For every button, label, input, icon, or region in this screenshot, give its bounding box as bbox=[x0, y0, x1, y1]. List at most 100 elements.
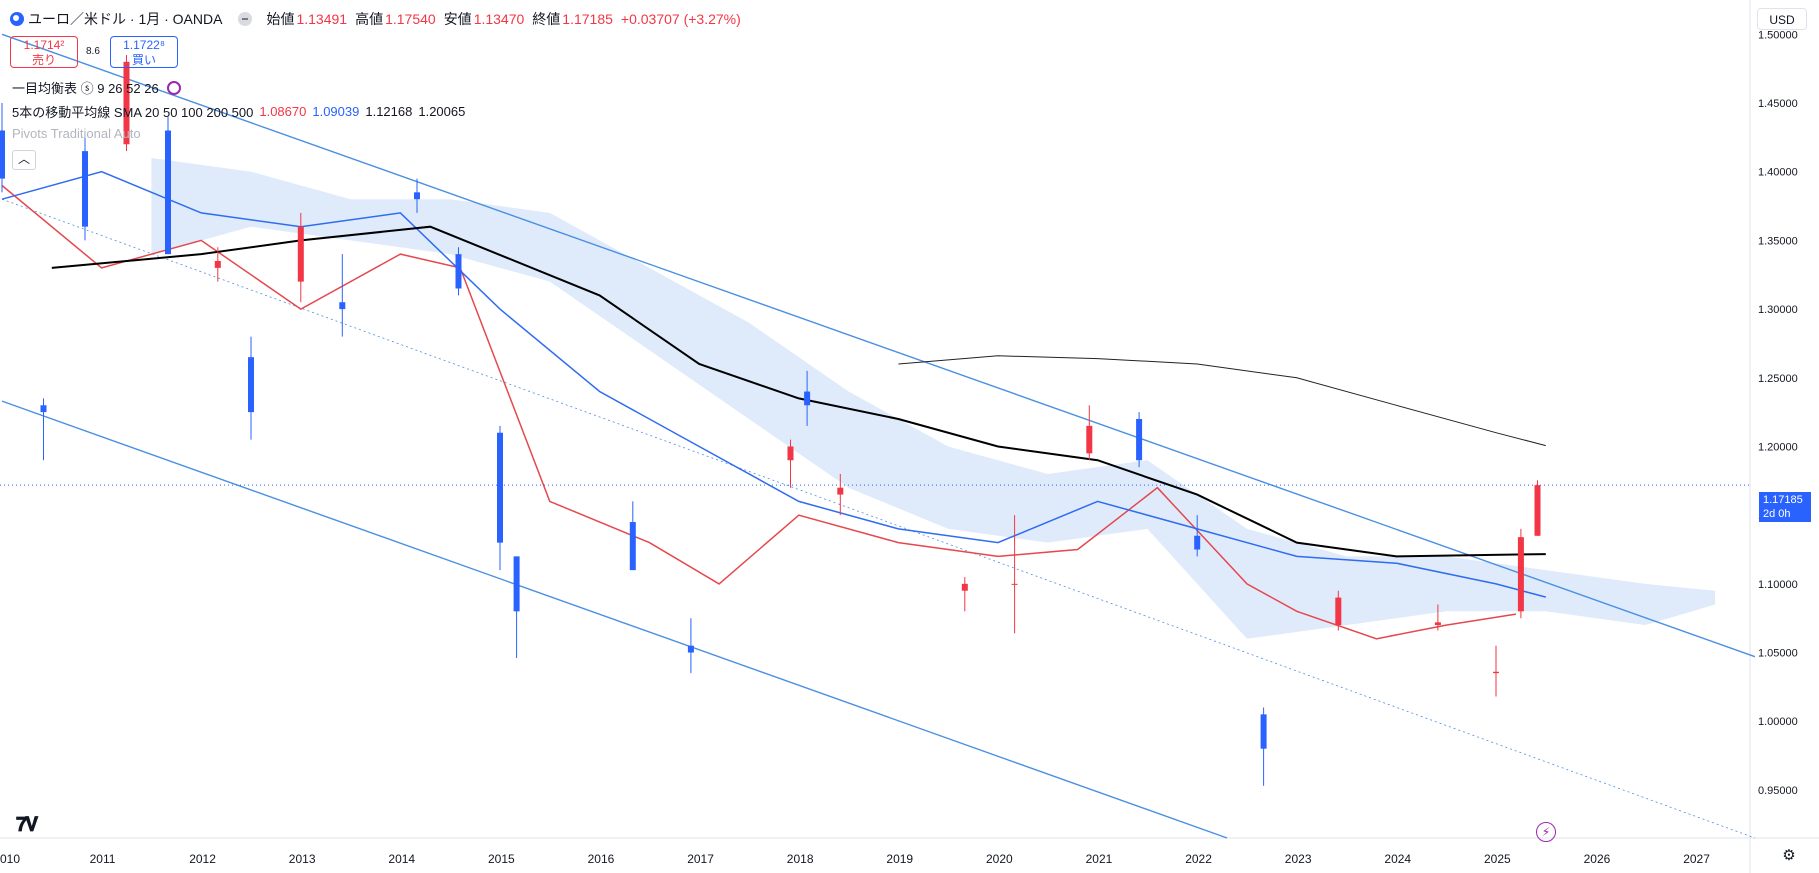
candle-body bbox=[1493, 671, 1499, 674]
y-tick-label: 1.40000 bbox=[1758, 167, 1798, 179]
flash-icon[interactable]: ⚡ bbox=[1536, 822, 1556, 842]
spread-value: 8.6 bbox=[86, 46, 100, 57]
y-tick-label: 1.45000 bbox=[1758, 98, 1798, 110]
x-tick-label: 2012 bbox=[189, 852, 216, 866]
candle-body bbox=[513, 556, 520, 612]
open-label: 始値 bbox=[266, 11, 295, 27]
candle-body bbox=[1534, 485, 1541, 536]
sma-line-4 bbox=[898, 355, 1546, 447]
buy-price: 1.1722⁸ bbox=[123, 38, 165, 52]
sma-value-4: 1.20065 bbox=[418, 104, 466, 119]
market-status-icon[interactable] bbox=[238, 12, 253, 26]
buy-button[interactable]: 1.1722⁸ 買い bbox=[110, 36, 178, 68]
y-tick-label: 1.30000 bbox=[1758, 304, 1798, 316]
candle-body bbox=[0, 130, 5, 179]
last-price-value: 1.17185 bbox=[1763, 494, 1803, 506]
x-tick-label: 2023 bbox=[1285, 852, 1312, 866]
x-tick-label: 2013 bbox=[289, 852, 316, 866]
candle-body bbox=[214, 261, 221, 268]
candle-body bbox=[1517, 537, 1524, 612]
x-tick-label: 2025 bbox=[1484, 852, 1511, 866]
sma-line-1 bbox=[1, 184, 1517, 640]
x-tick-label: 2014 bbox=[388, 852, 415, 866]
x-tick-label: 2022 bbox=[1185, 852, 1212, 866]
ichimoku-cloud bbox=[151, 158, 1716, 639]
x-tick-label: 2026 bbox=[1584, 852, 1611, 866]
channel-mid-line bbox=[1, 198, 1756, 839]
x-tick-label: 2021 bbox=[1086, 852, 1113, 866]
gear-icon[interactable]: ⚙ bbox=[1782, 847, 1796, 864]
candle-body bbox=[339, 302, 346, 310]
candle-body bbox=[787, 446, 794, 461]
indicator-ichimoku[interactable]: 一目均衡表 ⓢ 9 26 52 26 bbox=[12, 78, 181, 97]
sma-value-2: 1.09039 bbox=[312, 104, 360, 119]
x-tick-label: 2027 bbox=[1683, 852, 1710, 866]
high-label: 高値 bbox=[355, 11, 384, 27]
candle-body bbox=[629, 522, 636, 571]
sell-button[interactable]: 1.1714² 売り bbox=[10, 36, 78, 68]
low-value: 1.13470 bbox=[473, 11, 525, 27]
candle-body bbox=[414, 192, 420, 200]
x-tick-label: 2015 bbox=[488, 852, 515, 866]
pivots-label: Pivots Traditional Auto bbox=[12, 126, 141, 141]
tradingview-logo-icon[interactable]: 𝟕𝐕 bbox=[16, 814, 38, 836]
x-tick-label: 2011 bbox=[90, 852, 116, 866]
candle-body bbox=[1136, 419, 1143, 461]
candle-body bbox=[804, 391, 811, 406]
close-label: 終値 bbox=[532, 11, 561, 27]
symbol-title[interactable]: ユーロ／米ドル · 1月 · OANDA bbox=[28, 11, 223, 27]
indicator-pivots[interactable]: Pivots Traditional Auto bbox=[12, 126, 141, 141]
open-value: 1.13491 bbox=[296, 11, 348, 27]
candle-body bbox=[961, 583, 968, 591]
symbol-header: ユーロ／米ドル · 1月 · OANDA 始値 1.13491 高値 1.17540… bbox=[10, 8, 746, 30]
candle-body bbox=[1011, 583, 1018, 585]
price-scale bbox=[1750, 0, 1819, 873]
candle-body bbox=[40, 405, 47, 413]
channel-lower-line bbox=[1, 400, 1228, 839]
x-tick-label: 2019 bbox=[886, 852, 913, 866]
channel-upper-line bbox=[1, 33, 1756, 658]
candle-body bbox=[1194, 535, 1201, 550]
y-tick-label: 1.20000 bbox=[1758, 441, 1798, 453]
candle-body bbox=[1335, 597, 1342, 626]
x-tick-label: 2018 bbox=[787, 852, 814, 866]
sell-price: 1.1714² bbox=[23, 38, 65, 52]
candle-body bbox=[497, 432, 503, 543]
candle-body bbox=[1434, 622, 1441, 626]
y-tick-label: 1.25000 bbox=[1758, 373, 1798, 385]
close-value: 1.17185 bbox=[562, 11, 613, 27]
candle-body bbox=[687, 645, 694, 653]
y-tick-label: 1.10000 bbox=[1758, 579, 1798, 591]
indicator-sma[interactable]: 5本の移動平均線 SMA 20 50 100 200 500 1.08670 1… bbox=[12, 102, 465, 121]
candle-body bbox=[455, 254, 462, 289]
candle-body bbox=[248, 357, 254, 413]
y-tick-label: 1.05000 bbox=[1758, 648, 1798, 660]
sma-label: 5本の移動平均線 SMA 20 50 100 200 500 bbox=[12, 105, 254, 120]
ichimoku-label: 一目均衡表 ⓢ 9 26 52 26 bbox=[12, 81, 159, 96]
candle-body bbox=[1086, 425, 1093, 454]
last-price-tag: 1.17185 2d 0h bbox=[1759, 492, 1811, 522]
x-tick-label: 2016 bbox=[588, 852, 615, 866]
currency-button[interactable]: USD bbox=[1757, 8, 1807, 30]
candle-body bbox=[297, 226, 304, 282]
sma-value-1: 1.08670 bbox=[259, 104, 307, 119]
loading-icon bbox=[166, 80, 181, 95]
sell-label: 売り bbox=[31, 53, 56, 67]
x-tick-label: 2017 bbox=[687, 852, 714, 866]
y-tick-label: 1.35000 bbox=[1758, 235, 1798, 247]
countdown-value: 2d 0h bbox=[1763, 508, 1791, 520]
chevron-up-icon[interactable]: ︿ bbox=[12, 150, 36, 170]
x-tick-label: 2020 bbox=[986, 852, 1013, 866]
candle-body bbox=[837, 487, 844, 495]
sma-line-3 bbox=[51, 225, 1546, 558]
y-tick-label: 1.50000 bbox=[1758, 29, 1798, 41]
sma-value-3: 1.12168 bbox=[365, 104, 413, 119]
sma-line-2 bbox=[1, 170, 1546, 598]
x-tick-label: 2024 bbox=[1384, 852, 1411, 866]
low-label: 安値 bbox=[443, 11, 472, 27]
buy-label: 買い bbox=[131, 53, 156, 67]
candle-body bbox=[82, 151, 88, 227]
symbol-logo-icon bbox=[10, 12, 24, 26]
